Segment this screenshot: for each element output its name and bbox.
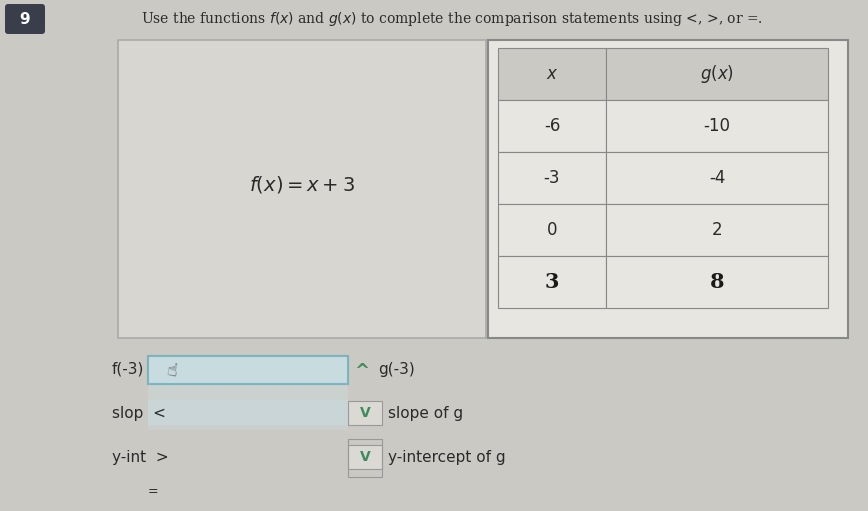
Bar — [498, 256, 606, 308]
Text: -3: -3 — [543, 169, 560, 187]
Bar — [606, 204, 828, 256]
Bar — [148, 400, 348, 430]
Bar — [348, 439, 382, 477]
Text: -6: -6 — [544, 117, 560, 135]
Text: 9: 9 — [20, 12, 30, 27]
Text: 8: 8 — [710, 272, 724, 292]
Text: -10: -10 — [703, 117, 731, 135]
Text: y-intercept of g: y-intercept of g — [388, 450, 506, 464]
Bar — [118, 40, 486, 338]
Text: V: V — [359, 406, 371, 420]
Text: $f(x) = x + 3$: $f(x) = x + 3$ — [249, 174, 355, 195]
Bar — [148, 383, 348, 425]
Text: V: V — [359, 450, 371, 464]
Text: Use the functions $f(x)$ and $g(x)$ to complete the comparison statements using : Use the functions $f(x)$ and $g(x)$ to c… — [141, 10, 763, 28]
Text: ☝: ☝ — [165, 361, 179, 381]
Text: 2: 2 — [712, 221, 722, 239]
Text: =: = — [148, 485, 159, 499]
Text: $g(x)$: $g(x)$ — [700, 63, 734, 85]
Bar — [498, 152, 606, 204]
Text: ^: ^ — [354, 362, 370, 380]
Text: y-int  >: y-int > — [112, 450, 168, 464]
Text: $x$: $x$ — [546, 65, 558, 83]
Bar — [606, 48, 828, 100]
FancyBboxPatch shape — [5, 4, 45, 34]
Bar — [606, 152, 828, 204]
Bar — [498, 100, 606, 152]
Bar — [606, 100, 828, 152]
Text: -4: -4 — [709, 169, 725, 187]
Bar — [606, 256, 828, 308]
Bar — [148, 356, 348, 384]
Text: g(-3): g(-3) — [378, 361, 415, 377]
Bar — [498, 204, 606, 256]
Text: 3: 3 — [545, 272, 559, 292]
Text: f(-3): f(-3) — [112, 361, 144, 377]
Bar — [498, 48, 606, 100]
Bar — [348, 445, 382, 469]
Bar — [348, 401, 382, 425]
Bar — [488, 40, 848, 338]
Text: slope of g: slope of g — [388, 406, 464, 421]
Text: 0: 0 — [547, 221, 557, 239]
Text: slop  <: slop < — [112, 406, 166, 421]
